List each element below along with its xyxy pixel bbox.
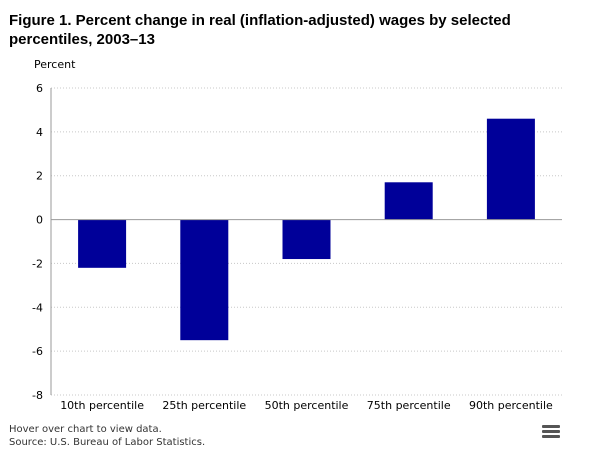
y-tick-label: 2: [36, 170, 43, 183]
x-category-label: 90th percentile: [469, 399, 553, 412]
y-tick-label: 4: [36, 126, 43, 139]
bar-75th-percentile[interactable]: [384, 182, 433, 220]
x-category-label: 75th percentile: [367, 399, 451, 412]
y-tick-label: 6: [36, 82, 43, 95]
hover-note: Hover over chart to view data.: [9, 424, 162, 435]
bar-10th-percentile[interactable]: [78, 219, 127, 268]
y-tick-label: -6: [32, 345, 43, 358]
bar-90th-percentile[interactable]: [486, 118, 535, 220]
x-category-label: 50th percentile: [265, 399, 349, 412]
y-tick-label: 0: [36, 214, 43, 227]
hamburger-menu-icon[interactable]: [542, 425, 560, 439]
x-category-label: 10th percentile: [60, 399, 144, 412]
y-tick-label: -4: [32, 301, 43, 314]
source-note: Source: U.S. Bureau of Labor Statistics.: [9, 437, 206, 448]
chart-title: Figure 1. Percent change in real (inflat…: [9, 12, 511, 48]
y-tick-label: -2: [32, 257, 43, 270]
bar-25th-percentile[interactable]: [180, 219, 229, 341]
y-axis-label: Percent: [34, 58, 76, 71]
bar-50th-percentile[interactable]: [282, 219, 331, 260]
x-category-label: 25th percentile: [162, 399, 246, 412]
y-tick-label: -8: [32, 389, 43, 402]
